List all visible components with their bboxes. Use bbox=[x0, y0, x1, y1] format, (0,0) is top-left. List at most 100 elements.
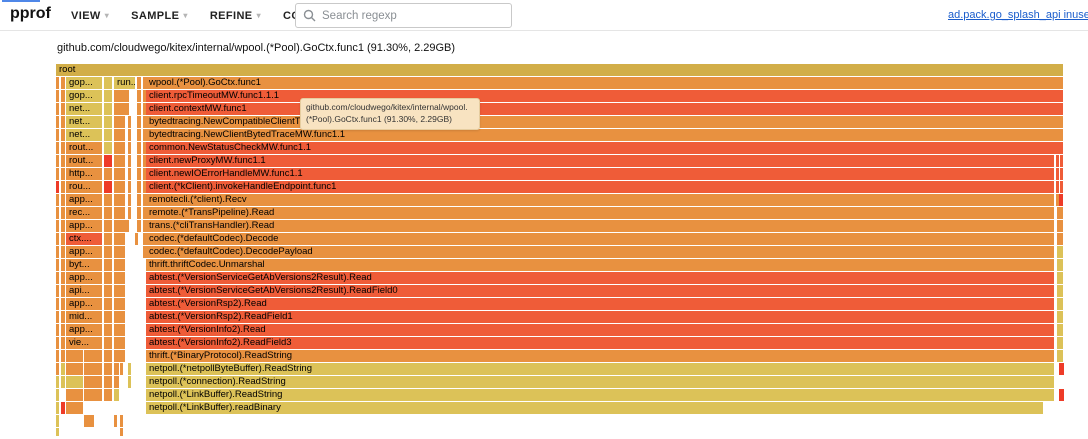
flame-cell[interactable] bbox=[1057, 220, 1063, 232]
flame-cell[interactable] bbox=[56, 168, 59, 180]
flame-cell[interactable] bbox=[104, 259, 112, 271]
flame-cell[interactable] bbox=[137, 168, 141, 180]
flame-cell[interactable] bbox=[104, 324, 112, 336]
flame-cell[interactable]: rout... bbox=[66, 142, 102, 154]
flame-cell[interactable] bbox=[61, 376, 65, 388]
flame-cell[interactable]: remotecli.(*client).Recv bbox=[146, 194, 1054, 206]
flame-cell[interactable] bbox=[143, 155, 146, 167]
flame-cell[interactable] bbox=[61, 324, 65, 336]
flame-cell[interactable]: netpoll.(*netpollByteBuffer).ReadString bbox=[146, 363, 1054, 375]
flame-cell[interactable] bbox=[1057, 207, 1063, 219]
flame-cell[interactable]: client.contextMW.func1 bbox=[146, 103, 1063, 115]
flame-cell[interactable] bbox=[114, 194, 125, 206]
menu-refine[interactable]: REFINE ▾ bbox=[210, 10, 261, 22]
flame-cell[interactable] bbox=[114, 220, 129, 232]
flame-cell[interactable] bbox=[104, 155, 112, 167]
flame-cell[interactable] bbox=[104, 77, 112, 89]
flame-cell[interactable] bbox=[143, 207, 146, 219]
flame-cell[interactable]: app... bbox=[66, 298, 102, 310]
flame-cell[interactable] bbox=[61, 220, 65, 232]
flame-cell[interactable] bbox=[66, 350, 83, 362]
flame-cell[interactable]: http... bbox=[66, 168, 102, 180]
flame-cell[interactable] bbox=[114, 337, 125, 349]
flame-cell[interactable] bbox=[56, 259, 59, 271]
flame-cell[interactable] bbox=[56, 402, 59, 414]
flame-cell[interactable] bbox=[143, 220, 146, 232]
flame-cell[interactable]: net... bbox=[66, 103, 102, 115]
flame-cell[interactable]: api... bbox=[66, 285, 102, 297]
flame-cell[interactable] bbox=[137, 142, 141, 154]
flame-cell[interactable]: client.newProxyMW.func1.1 bbox=[146, 155, 1054, 167]
flame-cell[interactable] bbox=[61, 181, 65, 193]
flame-cell[interactable] bbox=[61, 129, 65, 141]
flame-cell[interactable] bbox=[137, 220, 141, 232]
flame-cell[interactable]: abtest.(*VersionRsp2).ReadField1 bbox=[146, 311, 1054, 323]
flame-cell[interactable] bbox=[66, 402, 83, 414]
flame-cell[interactable] bbox=[61, 116, 65, 128]
flame-cell[interactable] bbox=[114, 155, 125, 167]
flame-cell[interactable] bbox=[143, 194, 146, 206]
flame-cell[interactable] bbox=[114, 259, 125, 271]
flame-cell[interactable] bbox=[114, 415, 117, 427]
flame-cell[interactable]: vie... bbox=[66, 337, 102, 349]
flame-cell[interactable] bbox=[61, 285, 65, 297]
flame-cell[interactable] bbox=[137, 194, 141, 206]
flame-cell[interactable] bbox=[104, 311, 112, 323]
flame-cell[interactable] bbox=[61, 402, 65, 414]
flame-cell[interactable] bbox=[128, 129, 131, 141]
flame-cell[interactable] bbox=[56, 129, 59, 141]
flame-cell[interactable]: app... bbox=[66, 194, 102, 206]
flame-cell[interactable] bbox=[56, 285, 59, 297]
flame-cell[interactable] bbox=[143, 90, 146, 102]
flame-cell[interactable]: codec.(*defaultCodec).Decode bbox=[146, 233, 1054, 245]
flame-cell[interactable] bbox=[61, 207, 65, 219]
flame-cell[interactable] bbox=[104, 207, 112, 219]
flame-cell[interactable]: remote.(*TransPipeline).Read bbox=[146, 207, 1054, 219]
flame-cell[interactable]: netpoll.(*LinkBuffer).readBinary bbox=[146, 402, 1043, 414]
flame-cell[interactable] bbox=[128, 168, 131, 180]
flame-cell[interactable] bbox=[56, 415, 59, 427]
flame-cell[interactable] bbox=[143, 103, 146, 115]
flame-cell[interactable] bbox=[104, 181, 112, 193]
flame-cell[interactable] bbox=[61, 90, 65, 102]
flame-cell[interactable]: netpoll.(*connection).ReadString bbox=[146, 376, 1054, 388]
flame-cell[interactable] bbox=[1057, 259, 1063, 271]
flame-cell[interactable] bbox=[143, 116, 146, 128]
profile-link[interactable]: ad.pack.go_splash_api inuse_sp bbox=[948, 9, 1088, 21]
flame-cell[interactable] bbox=[137, 129, 141, 141]
flame-cell[interactable] bbox=[104, 90, 112, 102]
flame-cell[interactable] bbox=[56, 337, 59, 349]
flame-cell[interactable] bbox=[1056, 181, 1059, 193]
flame-cell[interactable] bbox=[56, 298, 59, 310]
flame-cell[interactable] bbox=[104, 233, 112, 245]
flame-cell[interactable] bbox=[120, 428, 123, 436]
flame-cell[interactable] bbox=[56, 90, 59, 102]
flame-cell[interactable] bbox=[61, 168, 65, 180]
flame-cell[interactable] bbox=[1060, 181, 1063, 193]
menu-sample[interactable]: SAMPLE ▾ bbox=[131, 10, 188, 22]
flame-cell[interactable] bbox=[114, 350, 125, 362]
flame-cell[interactable] bbox=[56, 116, 59, 128]
flame-cell[interactable] bbox=[56, 233, 59, 245]
flame-cell[interactable]: wpool.(*Pool).GoCtx.func1 bbox=[146, 77, 1063, 89]
flame-cell[interactable] bbox=[1057, 311, 1063, 323]
flame-cell[interactable] bbox=[61, 337, 65, 349]
flame-cell[interactable]: rec... bbox=[66, 207, 102, 219]
flame-cell[interactable]: netpoll.(*LinkBuffer).ReadString bbox=[146, 389, 1054, 401]
flame-cell[interactable] bbox=[104, 285, 112, 297]
flame-cell[interactable] bbox=[137, 181, 141, 193]
flame-cell[interactable] bbox=[1059, 194, 1063, 206]
flame-cell[interactable]: abtest.(*VersionInfo2).Read bbox=[146, 324, 1054, 336]
flame-cell[interactable] bbox=[1057, 350, 1063, 362]
flame-cell[interactable] bbox=[104, 116, 112, 128]
flame-cell[interactable] bbox=[56, 311, 59, 323]
search-box[interactable] bbox=[295, 3, 512, 28]
flame-cell[interactable] bbox=[84, 350, 102, 362]
flame-cell[interactable] bbox=[104, 168, 112, 180]
flame-cell[interactable] bbox=[61, 363, 65, 375]
flame-cell[interactable] bbox=[61, 272, 65, 284]
flame-cell[interactable] bbox=[143, 142, 146, 154]
flame-cell[interactable] bbox=[114, 389, 119, 401]
flame-cell[interactable]: client.(*kClient).invokeHandleEndpoint.f… bbox=[146, 181, 1054, 193]
flame-cell[interactable] bbox=[61, 246, 65, 258]
